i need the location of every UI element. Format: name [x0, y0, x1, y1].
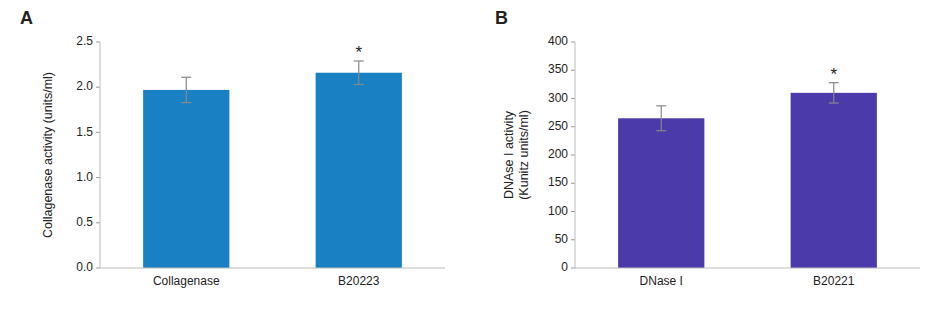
bar: [316, 73, 402, 268]
error-cap: [181, 102, 191, 103]
error-bar: [354, 61, 364, 85]
y-tick: [96, 42, 100, 43]
error-stem: [358, 61, 359, 85]
y-tick-label: 0.0: [76, 260, 93, 274]
error-cap: [354, 84, 364, 85]
y-tick-label: 100: [548, 204, 568, 218]
error-stem: [833, 83, 834, 103]
y-tick-label: 250: [548, 119, 568, 133]
error-stem: [186, 77, 187, 102]
y-tick-label: 350: [548, 62, 568, 76]
x-tick-label: B20223: [338, 274, 380, 288]
error-bar: [829, 83, 839, 103]
y-tick: [571, 183, 575, 184]
y-tick: [571, 126, 575, 127]
y-axis-label: Collagenase activity (units/ml): [41, 72, 55, 238]
bar: [143, 90, 229, 268]
error-cap: [656, 105, 666, 106]
y-tick: [571, 211, 575, 212]
y-tick-label: 2.0: [76, 79, 93, 93]
y-tick-label: 150: [548, 175, 568, 189]
y-axis-label: DNAse I activity(Kunitz units/ml): [502, 110, 531, 200]
x-tick-label: Collagenase: [153, 274, 220, 288]
error-bar: [656, 106, 666, 131]
y-tick: [96, 132, 100, 133]
y-tick: [96, 87, 100, 88]
error-bar: [181, 77, 191, 102]
y-tick: [571, 98, 575, 99]
bar: [618, 118, 704, 268]
x-tick-label: B20221: [813, 274, 855, 288]
error-cap: [829, 102, 839, 103]
panel: 0.0 0.5 1.0 1.5 2.0 2.5 Collagenase B20223 * Coll…: [20, 8, 445, 288]
chart-svg: 0.0 0.5 1.0 1.5 2.0 2.5 Collagenase B20223 * Coll…: [0, 0, 950, 320]
panel: 0 50 100 150 200 250 300 350 400 DNase I B20221 * DN…: [495, 8, 920, 288]
x-tick-label: DNase I: [640, 274, 683, 288]
y-tick: [571, 268, 575, 269]
y-tick: [571, 42, 575, 43]
y-axis-label-line: DNAse I activity: [502, 110, 516, 199]
x-axis: [100, 268, 445, 269]
y-tick-label: 300: [548, 91, 568, 105]
bars: [618, 83, 877, 268]
y-tick-label: 50: [555, 232, 569, 246]
significance-mark: *: [355, 43, 362, 62]
y-tick: [571, 70, 575, 71]
y-tick-label: 2.5: [76, 34, 93, 48]
panel-label: B: [495, 8, 508, 28]
y-tick: [571, 155, 575, 156]
error-cap: [181, 77, 191, 78]
y-tick-label: 0.5: [76, 215, 93, 229]
y-tick: [96, 268, 100, 269]
y-tick: [571, 239, 575, 240]
y-tick-label: 200: [548, 147, 568, 161]
panel-label: A: [20, 8, 33, 28]
y-tick-label: 0: [561, 260, 568, 274]
y-tick-label: 1.0: [76, 170, 93, 184]
error-stem: [661, 106, 662, 131]
error-cap: [656, 130, 666, 131]
y-axis-label-line: (Kunitz units/ml): [517, 110, 531, 200]
y-tick: [96, 177, 100, 178]
y-axis: [100, 42, 101, 268]
bar: [791, 93, 877, 268]
y-axis-label-line: Collagenase activity (units/ml): [41, 72, 55, 238]
bars: [143, 61, 402, 268]
y-tick-label: 400: [548, 34, 568, 48]
significance-mark: *: [830, 65, 837, 84]
x-axis: [575, 268, 920, 269]
y-tick: [96, 222, 100, 223]
y-axis: [575, 42, 576, 268]
chart-root: 0.0 0.5 1.0 1.5 2.0 2.5 Collagenase B20223 * Coll…: [0, 0, 950, 320]
y-tick-label: 1.5: [76, 125, 93, 139]
